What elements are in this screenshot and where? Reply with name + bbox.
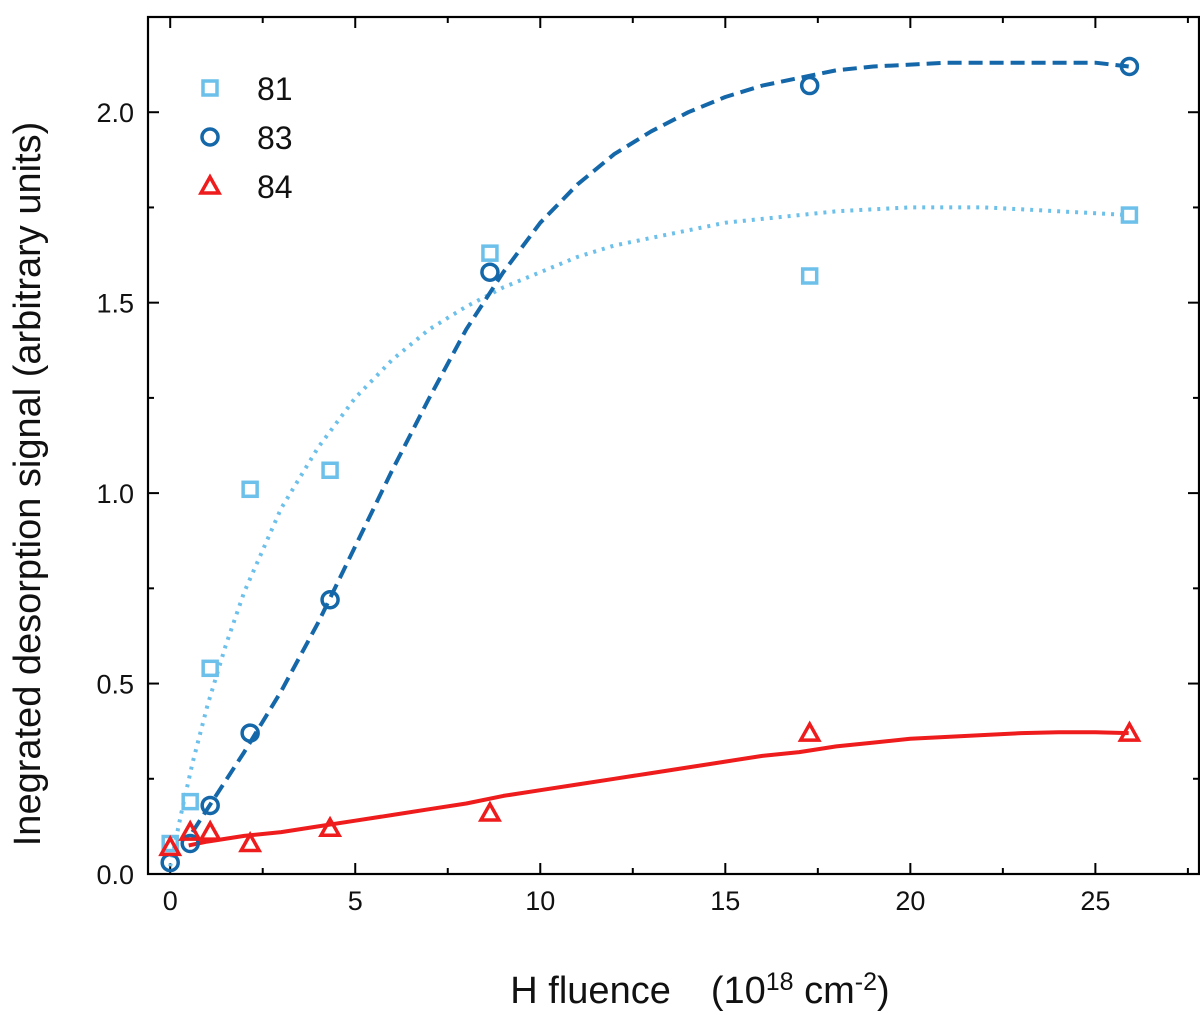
data-point-83 xyxy=(480,262,500,282)
data-point-83 xyxy=(240,723,260,743)
y-axis-ticks: 0.0 0.5 1.0 1.5 2.0 xyxy=(96,16,1199,890)
x-tick-label: 20 xyxy=(895,886,925,916)
y-tick-label: 0.5 xyxy=(96,670,134,700)
y-tick-label: 0.0 xyxy=(96,860,134,890)
data-point-81 xyxy=(1120,206,1139,224)
y-tick-label: 1.0 xyxy=(96,479,134,509)
y-tick-label: 1.5 xyxy=(96,289,134,319)
x-tick-label: 25 xyxy=(1080,886,1110,916)
legend-marker-84 xyxy=(198,173,222,195)
fit-curve-81 xyxy=(168,205,1129,867)
x-tick-label: 0 xyxy=(163,886,178,916)
data-point-81 xyxy=(321,461,339,480)
legend-label-84: 84 xyxy=(257,169,293,205)
legend-marker-81 xyxy=(201,79,219,97)
data-point-83 xyxy=(180,833,200,854)
legend-label-83: 83 xyxy=(257,120,293,156)
fit-curve-83 xyxy=(190,60,1129,834)
data-point-84 xyxy=(1117,720,1142,742)
x-tick-label: 10 xyxy=(525,886,555,916)
data-point-83 xyxy=(200,795,220,816)
data-points xyxy=(158,56,1142,873)
data-point-83 xyxy=(799,75,820,96)
data-point-84 xyxy=(797,720,822,742)
data-point-84 xyxy=(198,819,223,841)
legend-label-81: 81 xyxy=(257,71,293,107)
x-axis-title: H fluence (1018 cm-2) xyxy=(510,968,889,1012)
data-point-84 xyxy=(178,819,203,841)
data-point-81 xyxy=(181,792,199,811)
fit-curves xyxy=(168,60,1129,867)
data-point-83 xyxy=(320,590,340,610)
data-point-84 xyxy=(477,800,502,822)
x-tick-label: 15 xyxy=(710,886,740,916)
data-point-81 xyxy=(481,244,499,262)
legend-marker-83 xyxy=(200,127,220,147)
data-point-83 xyxy=(1119,56,1140,77)
data-point-81 xyxy=(800,267,819,285)
data-point-84 xyxy=(158,834,183,857)
x-axis-ticks: 0 5 10 15 20 25 xyxy=(163,17,1189,916)
fit-curve-84 xyxy=(188,730,1129,848)
data-point-84 xyxy=(318,815,343,838)
data-point-81 xyxy=(241,480,259,499)
data-point-84 xyxy=(238,830,263,853)
y-axis-title: Inegrated desorption signal (arbitrary u… xyxy=(7,122,49,847)
legend: 81 83 84 xyxy=(198,71,293,205)
x-tick-label: 5 xyxy=(348,886,363,916)
plot-frame xyxy=(146,15,1200,876)
data-point-81 xyxy=(201,659,219,678)
y-tick-label: 2.0 xyxy=(96,98,134,128)
